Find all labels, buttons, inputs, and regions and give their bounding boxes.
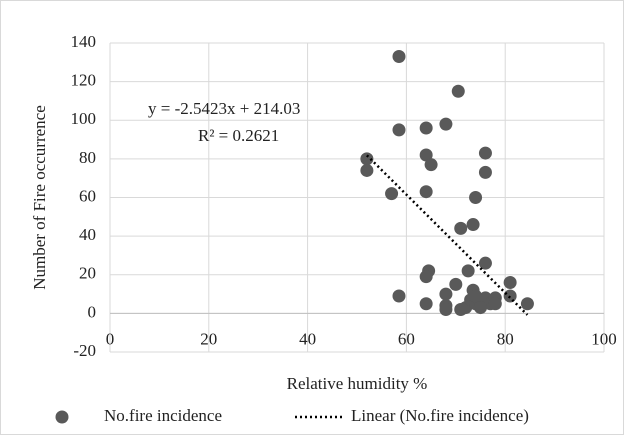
point — [449, 277, 463, 291]
point — [488, 297, 502, 311]
y-tick-label: 100 — [71, 109, 97, 128]
point — [469, 191, 483, 204]
y-tick-label: 60 — [79, 186, 96, 205]
point — [474, 301, 487, 315]
x-tick-label: 100 — [591, 329, 617, 348]
point — [419, 121, 433, 135]
point — [360, 152, 374, 166]
legend-label: No.fire incidence — [104, 406, 222, 425]
y-tick-label: 80 — [79, 148, 96, 167]
point — [392, 50, 406, 64]
point — [419, 148, 433, 162]
point — [360, 163, 374, 177]
y-tick-label: 20 — [79, 264, 96, 283]
point — [520, 297, 534, 311]
legend-marker — [55, 410, 69, 424]
point — [424, 158, 438, 172]
x-tick-label: 40 — [299, 329, 316, 348]
point — [392, 289, 406, 303]
annotation: R² = 0.2621 — [198, 126, 279, 145]
point — [454, 221, 468, 235]
y-axis-title: Number of Fire occurrence — [30, 105, 49, 290]
y-tick-label: -20 — [73, 341, 96, 360]
point — [439, 117, 453, 131]
point — [466, 218, 480, 232]
point — [419, 270, 433, 284]
point — [478, 146, 492, 160]
point — [419, 297, 433, 311]
x-axis-title: Relative humidity % — [287, 374, 428, 393]
y-tick-label: 120 — [71, 71, 97, 90]
x-tick-label: 60 — [398, 329, 415, 348]
legend-label: Linear (No.fire incidence) — [351, 406, 529, 425]
point — [392, 123, 406, 137]
point — [469, 289, 483, 303]
point — [461, 264, 475, 278]
y-tick-label: 0 — [88, 302, 97, 321]
y-tick-label: 40 — [79, 225, 96, 244]
annotation: y = -2.5423x + 214.03 — [148, 99, 300, 118]
y-tick-label: 140 — [71, 32, 97, 51]
x-tick-label: 20 — [200, 329, 217, 348]
point — [478, 165, 492, 179]
point — [478, 256, 492, 270]
x-tick-label: 80 — [497, 329, 514, 348]
point — [451, 84, 465, 98]
x-tick-label: 0 — [106, 329, 115, 348]
point — [439, 287, 453, 301]
point — [439, 303, 453, 317]
point — [503, 275, 517, 289]
point — [419, 185, 433, 199]
point — [385, 187, 399, 201]
